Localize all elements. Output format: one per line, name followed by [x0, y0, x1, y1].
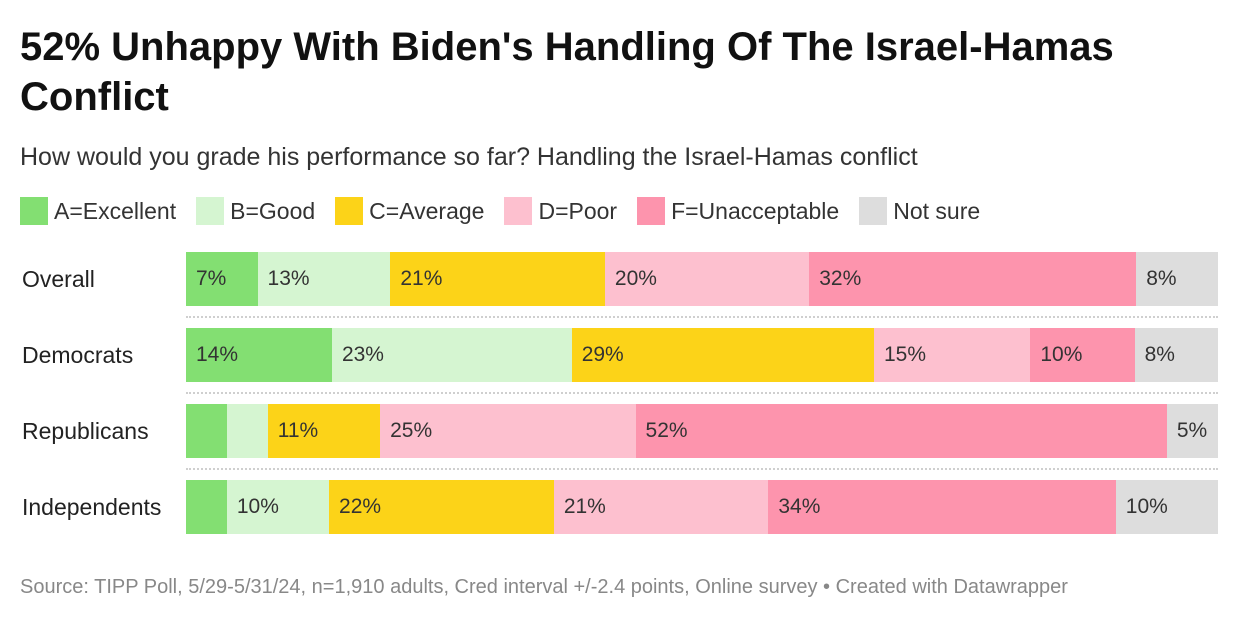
legend-item-average: C=Average [335, 197, 484, 225]
bar-segment-republicans-good [226, 404, 268, 458]
row-separator [186, 316, 1218, 318]
data-label-democrats-good: 23% [341, 343, 384, 366]
bar-segment-independents-poor: 21% [553, 480, 769, 534]
data-label-democrats-excellent: 14% [196, 343, 239, 366]
legend-item-not-sure: Not sure [859, 197, 980, 225]
bar-row-democrats: 14% 23% 29% 15% 10% 8% [186, 328, 1218, 382]
legend-item-good: B=Good [196, 197, 315, 225]
bar-segment-overall-unacceptable: 32% [809, 252, 1137, 306]
bar-segment-republicans-poor: 25% [380, 404, 636, 458]
bar-segment-republicans-average: 11% [267, 404, 381, 458]
legend-swatch-excellent [20, 197, 48, 225]
legend-label-good: B=Good [230, 197, 316, 224]
bar-segment-democrats-poor: 15% [873, 328, 1031, 382]
bar-segment-republicans-unacceptable: 52% [635, 404, 1167, 458]
bar-row-overall: 7% 13% 21% 20% 32% 8% [186, 252, 1218, 306]
bar-segment-overall-poor: 20% [604, 252, 810, 306]
bar-segment-overall-excellent: 7% [186, 252, 258, 306]
category-label-overall: Overall [22, 266, 95, 292]
row-separator [186, 468, 1218, 470]
bar-segment-overall-not-sure: 8% [1136, 252, 1218, 306]
category-label-independents: Independents [22, 494, 162, 520]
legend-label-poor: D=Poor [538, 197, 618, 224]
bar-segment-independents-average: 22% [329, 480, 554, 534]
data-label-republicans-average: 11% [277, 419, 319, 442]
bar-segment-democrats-excellent: 14% [186, 328, 332, 382]
source-footer: Source: TIPP Poll, 5/29-5/31/24, n=1,910… [20, 576, 1068, 598]
data-label-overall-excellent: 7% [196, 267, 227, 290]
data-label-democrats-unacceptable: 10% [1040, 343, 1083, 366]
legend-swatch-not-sure [859, 197, 888, 225]
data-label-republicans-poor: 25% [390, 419, 433, 442]
stacked-bar-chart: Overall 7% 13% 21% 20% 32% 8% Democrats 14% 23% 29… [22, 252, 1218, 534]
chart-title: 52% Unhappy With Biden's Handling Of The… [20, 25, 1114, 119]
data-label-republicans-unacceptable: 52% [645, 419, 688, 442]
bar-segment-independents-unacceptable: 34% [768, 480, 1116, 534]
data-label-independents-average: 22% [339, 495, 382, 518]
bar-segment-overall-average: 21% [390, 252, 605, 306]
bar-segment-republicans-not-sure: 5% [1166, 404, 1218, 458]
chart-subtitle: How would you grade his performance so f… [20, 143, 918, 171]
bar-segment-democrats-not-sure: 8% [1134, 328, 1218, 382]
data-label-overall-good: 13% [267, 267, 310, 290]
data-label-democrats-average: 29% [581, 343, 624, 366]
legend-swatch-good [196, 197, 225, 225]
legend-label-unacceptable: F=Unacceptable [671, 197, 840, 224]
legend-label-not-sure: Not sure [893, 197, 981, 224]
data-label-independents-good: 10% [236, 495, 279, 518]
data-label-independents-poor: 21% [563, 495, 606, 518]
data-label-independents-not-sure: 10% [1125, 495, 1168, 518]
legend-swatch-poor [504, 197, 533, 225]
data-label-overall-poor: 20% [614, 267, 657, 290]
category-label-republicans: Republicans [22, 418, 149, 444]
bar-segment-democrats-unacceptable: 10% [1030, 328, 1135, 382]
category-label-democrats: Democrats [22, 342, 134, 368]
bar-segment-democrats-average: 29% [571, 328, 874, 382]
data-label-democrats-not-sure: 8% [1144, 343, 1175, 366]
bar-segment-democrats-good: 23% [331, 328, 572, 382]
bar-segment-independents-good: 10% [226, 480, 330, 534]
data-label-democrats-poor: 15% [883, 343, 927, 366]
data-label-overall-average: 21% [400, 267, 443, 290]
bar-segment-republicans-excellent [186, 404, 227, 458]
data-label-overall-unacceptable: 32% [819, 267, 862, 290]
legend-item-poor: D=Poor [504, 197, 617, 225]
legend-label-average: C=Average [369, 197, 485, 224]
bar-segment-independents-not-sure: 10% [1115, 480, 1218, 534]
legend-label-excellent: A=Excellent [54, 197, 177, 224]
legend-swatch-average [335, 197, 364, 225]
legend-swatch-unacceptable [637, 197, 666, 225]
data-label-republicans-not-sure: 5% [1176, 419, 1208, 442]
legend-item-excellent: A=Excellent [20, 197, 176, 225]
bar-segment-independents-excellent [186, 480, 227, 534]
bar-segment-overall-good: 13% [257, 252, 391, 306]
data-label-overall-not-sure: 8% [1146, 267, 1177, 290]
legend: A=Excellent B=Good C=Average D=Poor F=Un… [20, 195, 1000, 227]
legend-item-unacceptable: F=Unacceptable [637, 197, 839, 225]
bar-row-republicans: 11% 25% 52% 5% [186, 404, 1218, 458]
row-separator [186, 392, 1218, 394]
data-label-independents-unacceptable: 34% [778, 495, 821, 518]
bar-row-independents: 10% 22% 21% 34% 10% [186, 480, 1218, 534]
